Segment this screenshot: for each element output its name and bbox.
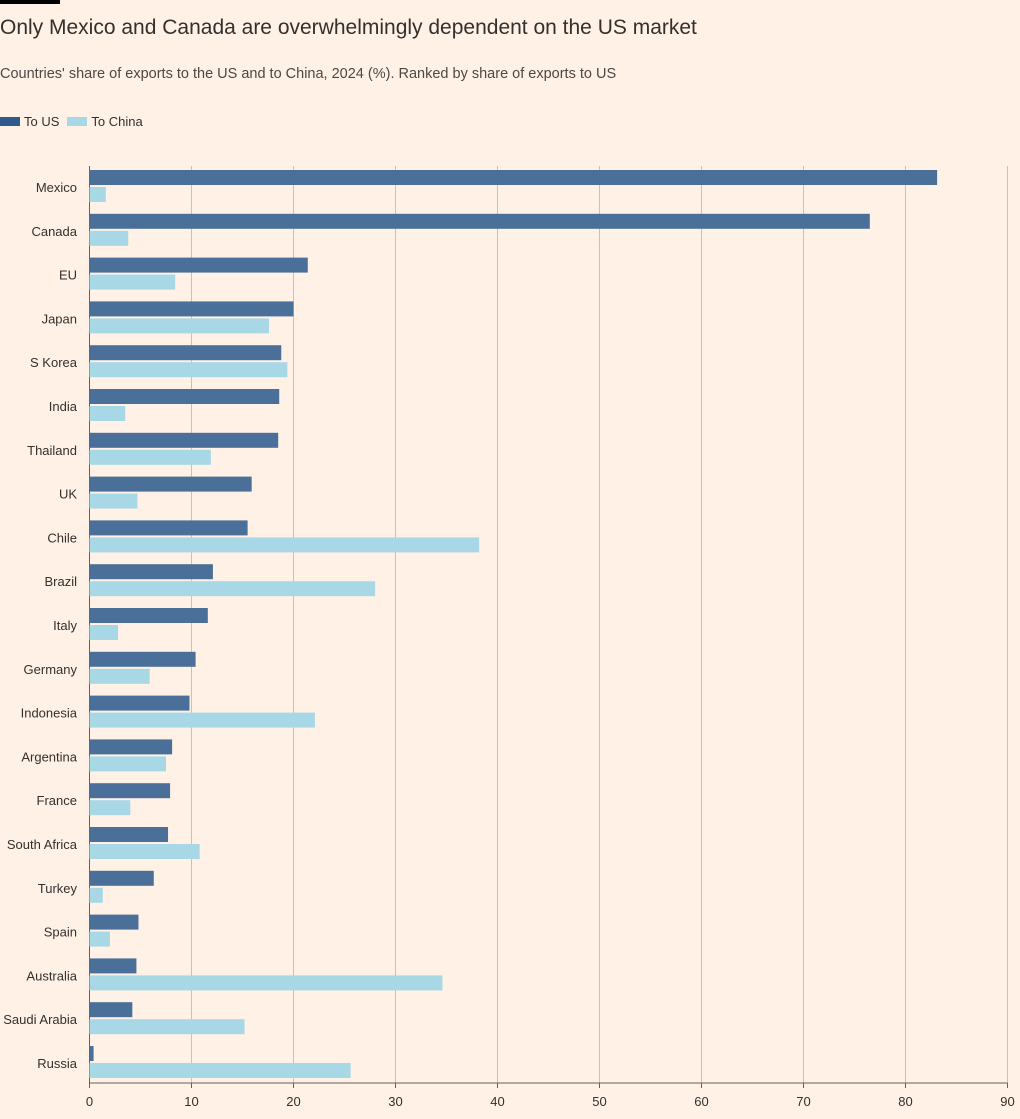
bar-china [89, 887, 103, 903]
category-label: Australia [26, 968, 77, 983]
bar-us [89, 257, 308, 273]
category-label: Germany [24, 662, 78, 677]
chart-subtitle: Countries' share of exports to the US an… [0, 66, 617, 82]
legend: To US To China [0, 114, 151, 129]
bar-us [89, 389, 280, 404]
category-label: France [37, 793, 77, 808]
category-label: South Africa [7, 837, 78, 852]
x-tick-label: 10 [184, 1094, 198, 1109]
category-labels: Mexico Canada EU Japan S Korea India Thailand U… [3, 180, 78, 1071]
bar-china [89, 756, 166, 772]
category-label: Argentina [21, 749, 77, 764]
legend-swatch-us [0, 117, 20, 126]
bar-china [89, 581, 376, 597]
bar-china [89, 975, 443, 991]
bar-us [89, 827, 169, 842]
x-tick-label: 20 [286, 1094, 300, 1109]
bar-us [89, 213, 870, 229]
category-label: Brazil [44, 574, 77, 589]
bar-china [89, 712, 315, 728]
category-label: Chile [47, 530, 77, 545]
bar-chart: Mexico Canada EU Japan S Korea India Thailand U… [3, 166, 1015, 1109]
x-tick-label: 90 [1000, 1094, 1014, 1109]
x-axis: 0 10 20 30 40 50 60 70 80 90 [86, 1082, 1015, 1109]
bar-us [89, 432, 279, 448]
legend-item-china: To China [67, 114, 143, 129]
bar-us [89, 476, 252, 492]
bar-us [89, 914, 139, 930]
bar-us [89, 345, 282, 361]
bar-china [89, 1019, 245, 1035]
category-label: India [49, 399, 78, 414]
legend-swatch-china [67, 117, 88, 126]
bar-us [89, 520, 248, 536]
category-label: Spain [44, 925, 77, 940]
category-label: UK [59, 487, 77, 502]
category-label: Canada [31, 224, 77, 239]
bar-china [89, 406, 126, 421]
bar-us [89, 783, 171, 799]
bar-china [89, 493, 138, 509]
bar-us [89, 608, 208, 623]
top-rule [0, 0, 60, 4]
bar-us [89, 739, 173, 755]
bar-us [89, 651, 196, 667]
bar-china [89, 1063, 351, 1078]
x-tick-label: 30 [388, 1094, 402, 1109]
category-label: Russia [37, 1056, 78, 1071]
chart-title: Only Mexico and Canada are overwhelmingl… [0, 16, 697, 39]
x-tick-label: 80 [898, 1094, 912, 1109]
bar-china [89, 362, 288, 378]
bar-us [89, 695, 190, 711]
category-label: EU [59, 268, 77, 283]
bar-us [89, 301, 294, 317]
bar-china [89, 625, 119, 640]
bar-china [89, 668, 150, 684]
bar-china [89, 931, 110, 947]
category-label: S Korea [30, 355, 78, 370]
bar-china [89, 187, 106, 202]
bar-us [89, 1002, 133, 1018]
bar-us [89, 958, 137, 974]
bar-us [89, 1046, 94, 1061]
bar-us [89, 170, 938, 185]
bars [89, 170, 938, 1078]
category-label: Japan [42, 311, 77, 326]
legend-item-us: To US [0, 114, 59, 129]
bar-china [89, 274, 176, 290]
category-label: Turkey [38, 881, 78, 896]
bar-china [89, 800, 131, 816]
bar-china [89, 230, 129, 246]
category-label: Mexico [36, 180, 77, 195]
category-label: Saudi Arabia [3, 1012, 77, 1027]
category-label: Indonesia [21, 706, 78, 721]
legend-label-us: To US [24, 114, 60, 129]
bar-us [89, 564, 213, 580]
x-tick-label: 50 [592, 1094, 606, 1109]
x-tick-label: 70 [796, 1094, 810, 1109]
bar-china [89, 844, 200, 859]
bar-us [89, 870, 154, 886]
legend-label-china: To China [91, 114, 143, 129]
x-tick-label: 40 [490, 1094, 504, 1109]
bar-china [89, 449, 211, 465]
bar-china [89, 318, 270, 334]
category-label: Thailand [27, 443, 77, 458]
x-tick-label: 0 [86, 1094, 93, 1109]
x-tick-label: 60 [694, 1094, 708, 1109]
bar-china [89, 537, 480, 553]
category-label: Italy [53, 618, 77, 633]
